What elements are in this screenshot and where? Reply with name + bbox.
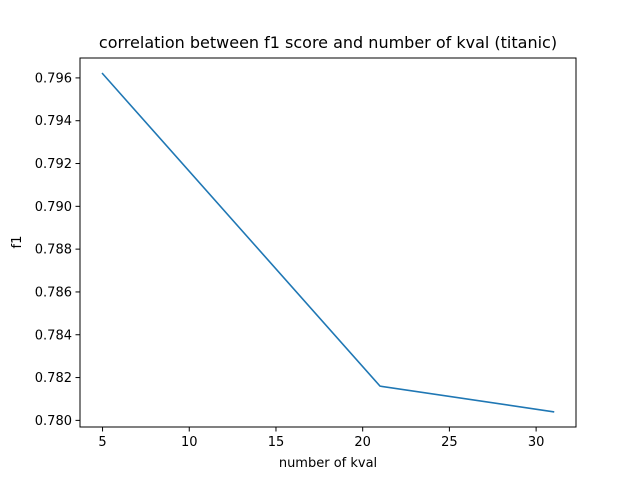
x-axis-label: number of kval	[279, 456, 377, 471]
y-tick-label: 0.782	[35, 371, 72, 386]
x-tick-label: 30	[528, 435, 545, 450]
x-tick-label: 5	[98, 435, 106, 450]
y-tick-label: 0.784	[35, 328, 72, 343]
y-axis-label: f1	[10, 236, 25, 249]
series-line-0	[101, 72, 555, 413]
y-tick-label: 0.780	[35, 414, 72, 429]
x-tick-label: 10	[181, 435, 198, 450]
y-tick-label: 0.792	[35, 157, 72, 172]
y-tick-label: 0.786	[35, 285, 72, 300]
x-axis-ticks: 5 10 15 20 25 30	[98, 427, 544, 450]
y-tick-label: 0.794	[35, 114, 72, 129]
chart-title: correlation between f1 score and number …	[99, 33, 557, 52]
series-layer	[101, 72, 555, 413]
y-axis-ticks: 0.780 0.782 0.784 0.786 0.788 0.790 0.792 0.794…	[35, 71, 80, 429]
x-tick-label: 15	[268, 435, 285, 450]
y-tick-label: 0.796	[35, 71, 72, 86]
plot-frame	[79, 57, 577, 428]
x-tick-label: 25	[441, 435, 458, 450]
y-tick-label: 0.788	[35, 243, 72, 258]
plot-area	[80, 58, 576, 427]
x-tick-label: 20	[354, 435, 371, 450]
y-tick-label: 0.790	[35, 200, 72, 215]
